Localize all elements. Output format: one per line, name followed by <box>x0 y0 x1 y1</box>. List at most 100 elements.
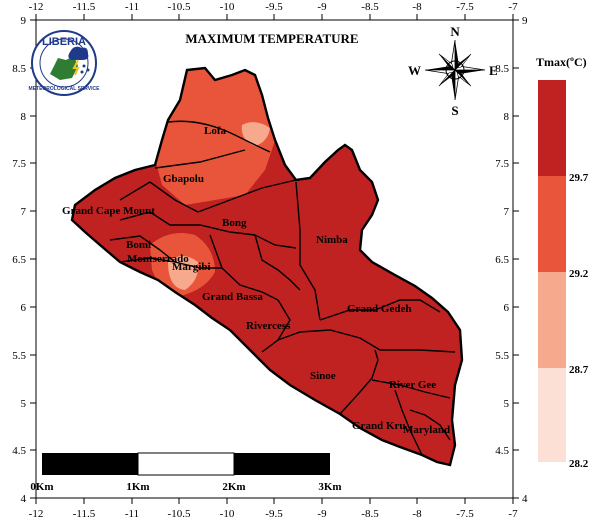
legend-label: 28.2 <box>569 458 589 470</box>
x-tick-label: -7 <box>508 508 518 520</box>
legend-swatch <box>538 368 566 462</box>
county-label-bomi: Bomi <box>126 239 151 251</box>
y-tick-label: 6.5 <box>12 254 26 266</box>
y-tick-label: 8.5 <box>12 63 26 75</box>
county-label-grand-cape-mount: Grand Cape Mount <box>62 205 155 217</box>
y-tick-label: 5 <box>21 398 27 410</box>
county-label-river-gee: River Gee <box>389 379 436 391</box>
legend-label: 28.7 <box>569 364 589 376</box>
x-tick-label: -8.5 <box>361 508 379 520</box>
x-tick-label: -8 <box>412 1 422 13</box>
x-tick-label: -9.5 <box>265 508 283 520</box>
x-tick-label: -11.5 <box>73 1 96 13</box>
county-label-montserrado: Montserrado <box>127 253 189 265</box>
scale-segment <box>234 453 330 475</box>
x-tick-label: -8.5 <box>361 1 379 13</box>
compass-east-label: E <box>489 63 498 78</box>
y-tick-label: 7.5 <box>12 158 26 170</box>
compass-rose-icon: N S E W <box>408 24 498 118</box>
x-tick-label: -10 <box>220 1 235 13</box>
legend-swatch <box>538 80 566 176</box>
x-tick-label: -9 <box>317 1 327 13</box>
y-axis-right-labels: 9 8.5 8 7.5 7 6.5 6 5.5 5 4.5 4 <box>495 15 528 505</box>
x-tick-label: -11.5 <box>73 508 96 520</box>
country-outline <box>70 66 464 467</box>
y-tick-label: 5 <box>504 398 510 410</box>
temperature-field <box>72 68 462 465</box>
y-tick-label: 4.5 <box>12 445 26 457</box>
y-tick-label: 6 <box>21 302 27 314</box>
compass-south-label: S <box>451 103 458 118</box>
x-tick-label: -10 <box>220 508 235 520</box>
logo-top-text: LIBERIA <box>42 36 86 48</box>
y-tick-label: 8.5 <box>495 63 509 75</box>
y-tick-label: 6 <box>504 302 510 314</box>
y-tick-label: 9 <box>21 15 27 27</box>
scale-segment <box>137 452 235 476</box>
zone-29-2-north <box>150 68 282 205</box>
county-label-grand-kru: Grand Kru <box>352 420 405 432</box>
x-tick-label: -8 <box>412 508 422 520</box>
x-tick-label: -11 <box>125 1 139 13</box>
y-tick-label: 5.5 <box>495 350 509 362</box>
logo-cloud-icon <box>68 46 89 60</box>
legend: Tmax(ºC) 29.7 29.2 28.7 28.2 <box>536 55 589 470</box>
county-label-margibi: Margibi <box>172 261 211 273</box>
county-label-nimba: Nimba <box>316 234 348 246</box>
map-title: MAXIMUM TEMPERATURE <box>185 31 358 46</box>
x-axis-top-labels: -12 -11.5 -11 -10.5 -10 -9.5 -9 -8.5 -8 … <box>29 1 518 13</box>
legend-swatch <box>538 272 566 368</box>
compass-west-label: W <box>408 63 421 78</box>
y-tick-label: 4 <box>522 493 528 505</box>
scale-label: 1Km <box>126 481 149 493</box>
compass-north-label: N <box>450 24 460 39</box>
x-tick-label: -11 <box>125 508 139 520</box>
legend-label: 29.7 <box>569 172 589 184</box>
y-axis-left-labels: 9 8.5 8 7.5 7 6.5 6 5.5 5 4.5 4 <box>12 15 26 505</box>
liberia-meteorological-service-logo: LIBERIA METEOROLOGICAL SERVICE <box>29 30 101 96</box>
y-tick-label: 8 <box>504 111 510 123</box>
county-label-sinoe: Sinoe <box>310 370 336 382</box>
scale-label: 2Km <box>222 481 245 493</box>
legend-label: 29.2 <box>569 268 589 280</box>
legend-title: Tmax(ºC) <box>536 55 587 69</box>
county-label-bong: Bong <box>222 217 247 229</box>
x-tick-label: -9 <box>317 508 327 520</box>
logo-lightning-icon <box>72 59 80 76</box>
x-tick-label: -7.5 <box>456 508 474 520</box>
scale-bar: 0Km 1Km 2Km 3Km <box>30 452 342 493</box>
x-tick-label: -10.5 <box>168 1 191 13</box>
y-tick-label: 4 <box>21 493 27 505</box>
x-tick-label: -12 <box>29 508 44 520</box>
zone-28-7-coast <box>168 256 199 290</box>
x-tick-label: -7 <box>508 1 518 13</box>
y-tick-label: 5.5 <box>12 350 26 362</box>
y-tick-label: 6.5 <box>495 254 509 266</box>
scale-segment <box>42 453 138 475</box>
county-boundaries <box>109 120 456 456</box>
y-tick-label: 9 <box>522 15 528 27</box>
x-tick-label: -7.5 <box>456 1 474 13</box>
county-label-grand-bassa: Grand Bassa <box>202 291 263 303</box>
county-labels: Lofa Gbapolu Grand Cape Mount Bong Nimba… <box>62 125 450 436</box>
county-label-grand-gedeh: Grand Gedeh <box>347 303 411 315</box>
y-tick-label: 8 <box>21 111 27 123</box>
county-label-gbapolu: Gbapolu <box>163 173 204 185</box>
x-tick-label: -10.5 <box>168 508 191 520</box>
logo-ring-text: METEOROLOGICAL SERVICE <box>29 86 101 92</box>
county-label-lofa: Lofa <box>204 125 227 137</box>
y-tick-label: 7.5 <box>495 158 509 170</box>
county-label-rivercess: Rivercess <box>246 320 291 332</box>
y-tick-label: 7 <box>21 206 27 218</box>
county-label-maryland: Maryland <box>403 424 450 436</box>
x-tick-label: -12 <box>29 1 44 13</box>
scale-label: 3Km <box>318 481 341 493</box>
x-axis-bottom-labels: -12 -11.5 -11 -10.5 -10 -9.5 -9 -8.5 -8 … <box>29 508 518 520</box>
zone-28-7-north <box>241 122 270 146</box>
logo-map-icon <box>50 56 78 80</box>
x-tick-label: -9.5 <box>265 1 283 13</box>
logo-raindrops-icon <box>80 64 90 74</box>
legend-swatch <box>538 176 566 272</box>
y-tick-label: 4.5 <box>495 445 509 457</box>
